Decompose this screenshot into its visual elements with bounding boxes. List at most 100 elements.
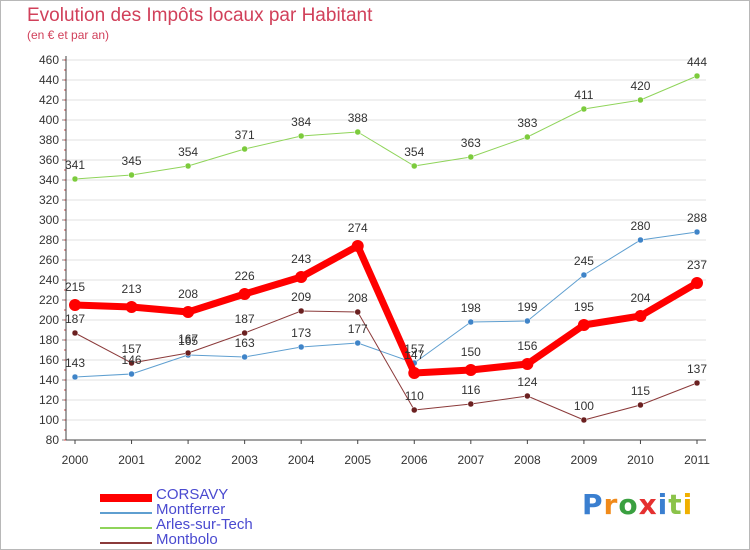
point-montbolo-2001: [128, 359, 135, 367]
x-tick-label-2010: 2010: [627, 453, 654, 467]
point-montferrer-2000: [71, 373, 79, 381]
value-label-montbolo-2004: 209: [291, 290, 311, 304]
y-tick-label-340: 340: [39, 173, 59, 187]
point-corsavy-2004: [295, 271, 308, 283]
y-tick-label-180: 180: [39, 333, 59, 347]
proxiti-logo: Proxiti: [582, 488, 693, 521]
point-montbolo-2011: [693, 379, 701, 387]
x-tick-label-2002: 2002: [175, 453, 202, 467]
point-arles-sur-tech-2003: [241, 145, 248, 153]
y-tick-label-240: 240: [39, 273, 59, 287]
y-tick-label-380: 380: [39, 133, 59, 147]
value-label-arles-sur-tech-2002: 354: [178, 145, 198, 159]
value-label-montbolo-2010: 115: [631, 384, 650, 398]
x-tick-label-2005: 2005: [344, 453, 371, 467]
value-label-corsavy-2010: 204: [630, 291, 650, 305]
point-montferrer-2004: [297, 343, 305, 351]
point-corsavy-2007: [464, 364, 477, 376]
point-corsavy-2002: [182, 306, 195, 318]
value-label-corsavy-2000: 215: [65, 280, 85, 294]
y-tick-label-120: 120: [39, 393, 59, 407]
legend-swatch: [100, 542, 152, 544]
point-montbolo-2000: [71, 329, 79, 337]
logo-letter: x: [638, 488, 658, 521]
legend-label: Montferrer: [156, 501, 226, 518]
point-arles-sur-tech-2000: [71, 175, 79, 183]
y-tick-label-360: 360: [39, 153, 59, 167]
point-montbolo-2010: [637, 401, 644, 409]
point-arles-sur-tech-2005: [354, 128, 361, 136]
y-tick-label-100: 100: [39, 413, 59, 427]
point-montferrer-2011: [693, 228, 701, 236]
chart-subtitle: (en € et par an): [27, 28, 110, 42]
value-label-corsavy-2005: 274: [348, 221, 368, 235]
x-tick-label-2006: 2006: [401, 453, 428, 467]
value-label-montferrer-2011: 288: [687, 211, 707, 225]
y-tick-label-260: 260: [39, 253, 59, 267]
value-label-montferrer-2005: 177: [348, 322, 368, 336]
value-label-montbolo-2005: 208: [348, 291, 368, 305]
chart-title: Evolution des Impôts locaux par Habitant: [27, 5, 373, 26]
value-label-arles-sur-tech-2001: 345: [122, 154, 142, 168]
point-montferrer-2007: [467, 318, 475, 326]
point-arles-sur-tech-2010: [637, 96, 644, 104]
series-line-montbolo: [74, 310, 698, 421]
point-montbolo-2007: [467, 400, 475, 408]
point-corsavy-2005: [351, 240, 364, 252]
value-label-corsavy-2001: 213: [122, 282, 142, 296]
value-label-montferrer-2010: 280: [630, 219, 650, 233]
value-label-montbolo-2006: 110: [405, 389, 424, 403]
value-label-corsavy-2003: 226: [235, 269, 255, 283]
y-tick-label-160: 160: [39, 353, 59, 367]
value-label-corsavy-2004: 243: [291, 252, 311, 266]
value-label-arles-sur-tech-2005: 388: [348, 111, 368, 125]
value-label-arles-sur-tech-2011: 444: [687, 55, 707, 69]
point-montferrer-2003: [241, 353, 248, 361]
value-label-montferrer-2002: 165: [178, 334, 198, 348]
point-corsavy-2008: [521, 358, 534, 370]
logo-letter: i: [657, 488, 669, 521]
x-tick-label-2001: 2001: [118, 453, 145, 467]
value-label-arles-sur-tech-2006: 354: [404, 145, 424, 159]
value-label-montferrer-2001: 146: [122, 353, 142, 367]
x-tick-label-2011: 2011: [684, 453, 710, 467]
logo-letter: i: [682, 488, 694, 521]
point-arles-sur-tech-2009: [580, 105, 588, 113]
point-montbolo-2008: [524, 392, 531, 400]
legend-swatch: [100, 527, 152, 529]
value-label-corsavy-2007: 150: [461, 345, 481, 359]
logo-letter: r: [603, 488, 619, 521]
point-corsavy-2011: [691, 277, 703, 289]
value-label-montbolo-2001: 157: [122, 342, 142, 356]
series-line-arles-sur-tech: [74, 75, 698, 180]
x-tick-label-2009: 2009: [571, 453, 598, 467]
y-tick-label-300: 300: [39, 213, 59, 227]
value-label-montferrer-2008: 199: [517, 300, 537, 314]
point-arles-sur-tech-2007: [467, 153, 475, 161]
value-label-montbolo-2008: 124: [517, 375, 537, 389]
point-arles-sur-tech-2006: [411, 162, 418, 170]
value-label-arles-sur-tech-2000: 341: [65, 158, 85, 172]
point-montferrer-2008: [524, 317, 531, 325]
point-arles-sur-tech-2004: [297, 132, 305, 140]
point-montbolo-2004: [297, 307, 305, 315]
value-label-montbolo-2007: 116: [461, 383, 480, 397]
value-label-corsavy-2009: 195: [574, 300, 594, 314]
y-tick-label-220: 220: [39, 293, 59, 307]
legend-label: Arles-sur-Tech: [156, 516, 253, 533]
y-tick-label-440: 440: [39, 73, 59, 87]
point-montferrer-2005: [354, 339, 361, 347]
point-montferrer-2001: [128, 370, 135, 378]
x-tick-label-2008: 2008: [514, 453, 541, 467]
value-label-montferrer-2006: 157: [404, 342, 424, 356]
legend-swatch: [100, 512, 152, 514]
point-montbolo-2006: [411, 406, 418, 414]
value-label-arles-sur-tech-2010: 420: [630, 79, 650, 93]
point-corsavy-2006: [408, 367, 421, 379]
point-corsavy-2003: [238, 288, 251, 300]
y-tick-label-200: 200: [39, 313, 59, 327]
x-tick-label-2000: 2000: [62, 453, 89, 467]
value-label-montferrer-2009: 245: [574, 254, 594, 268]
value-label-montferrer-2003: 163: [235, 336, 255, 350]
x-tick-label-2004: 2004: [288, 453, 315, 467]
